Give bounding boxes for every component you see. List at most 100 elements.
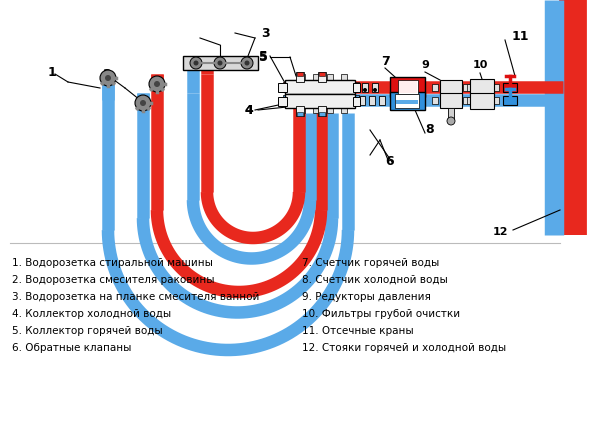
Bar [503,83,517,92]
Bar [467,84,473,91]
Bar [285,94,355,108]
Bar [503,96,517,105]
Circle shape [149,76,165,92]
Circle shape [447,117,455,125]
Text: 9. Редукторы давления: 9. Редукторы давления [302,292,431,302]
Text: 6: 6 [386,155,394,168]
Bar [390,77,425,97]
Text: 6. Обратные клапаны: 6. Обратные клапаны [12,343,131,353]
Bar [440,80,462,95]
Bar [359,96,365,105]
Text: 12. Стояки горячей и холодной воды: 12. Стояки горячей и холодной воды [302,343,506,353]
Bar [183,56,258,70]
Bar [283,95,291,105]
Text: 8. Счетчик холодной воды: 8. Счетчик холодной воды [302,275,448,285]
Text: 12: 12 [493,227,508,237]
Circle shape [363,88,367,92]
Circle shape [135,95,151,111]
Bar [395,94,419,108]
Bar [353,97,360,106]
Text: 11. Отсечные краны: 11. Отсечные краны [302,326,414,336]
Bar [283,82,291,92]
Bar [288,80,353,94]
Bar [390,92,425,110]
Circle shape [373,88,377,92]
Bar [351,82,359,92]
Text: 3: 3 [261,26,270,40]
Bar [319,72,325,76]
Bar [470,93,494,109]
Circle shape [105,75,111,81]
Bar [296,72,304,82]
Text: 2: 2 [102,68,111,80]
Circle shape [100,70,116,86]
Bar [493,84,499,91]
Text: 7. Счетчик горячей воды: 7. Счетчик горячей воды [302,258,439,268]
Bar [463,84,469,91]
Text: 4: 4 [245,104,253,116]
Bar [463,97,469,104]
Bar [440,93,462,108]
Circle shape [193,60,199,65]
Bar [327,105,333,113]
Bar [313,105,319,113]
Bar [296,106,304,116]
Bar [396,100,418,104]
Bar [481,97,487,104]
Circle shape [154,81,160,87]
Text: 7: 7 [381,55,389,68]
Bar [318,106,326,116]
Bar [299,105,305,113]
Text: 11: 11 [511,30,529,43]
Bar [278,83,287,92]
Bar [432,84,438,91]
Text: 10: 10 [472,60,488,70]
Bar [319,112,325,116]
Circle shape [218,60,223,65]
Bar [449,84,455,91]
Text: 8: 8 [425,123,434,136]
Bar [327,74,333,82]
Bar [297,72,303,76]
Bar [432,97,438,104]
Text: 2. Водорозетка смесителя раковины: 2. Водорозетка смесителя раковины [12,275,215,285]
Bar [481,84,487,91]
Bar [318,72,326,82]
Bar [278,97,287,106]
Bar [313,74,319,82]
Text: 10. Фильтры грубой очистки: 10. Фильтры грубой очистки [302,309,460,319]
Bar [285,80,355,94]
Circle shape [241,57,253,69]
Bar [399,81,417,93]
Bar [372,83,378,92]
Text: 1. Водорозетка стиральной машины: 1. Водорозетка стиральной машины [12,258,213,268]
Bar [470,79,494,95]
Bar [341,74,347,82]
Bar [299,74,305,82]
Bar [448,108,454,120]
Text: 1: 1 [48,65,57,79]
Bar [353,83,360,92]
Text: 3. Водорозетка на планке смесителя ванной: 3. Водорозетка на планке смесителя ванно… [12,292,259,302]
Text: 9: 9 [421,60,429,70]
Bar [467,97,473,104]
Text: 4. Коллектор холодной воды: 4. Коллектор холодной воды [12,309,171,319]
Text: 5. Коллектор горячей воды: 5. Коллектор горячей воды [12,326,162,336]
Bar [351,95,359,105]
Bar [398,80,418,94]
Bar [369,96,375,105]
Circle shape [190,57,202,69]
Text: 4: 4 [245,104,253,116]
Bar [288,93,353,107]
Bar [341,105,347,113]
Circle shape [140,100,146,106]
Bar [379,96,385,105]
Bar [297,112,303,116]
Text: 5: 5 [259,49,268,62]
Bar [449,97,455,104]
Circle shape [214,57,226,69]
Text: 5: 5 [259,51,268,63]
Bar [362,83,368,92]
Circle shape [245,60,249,65]
Bar [493,97,499,104]
